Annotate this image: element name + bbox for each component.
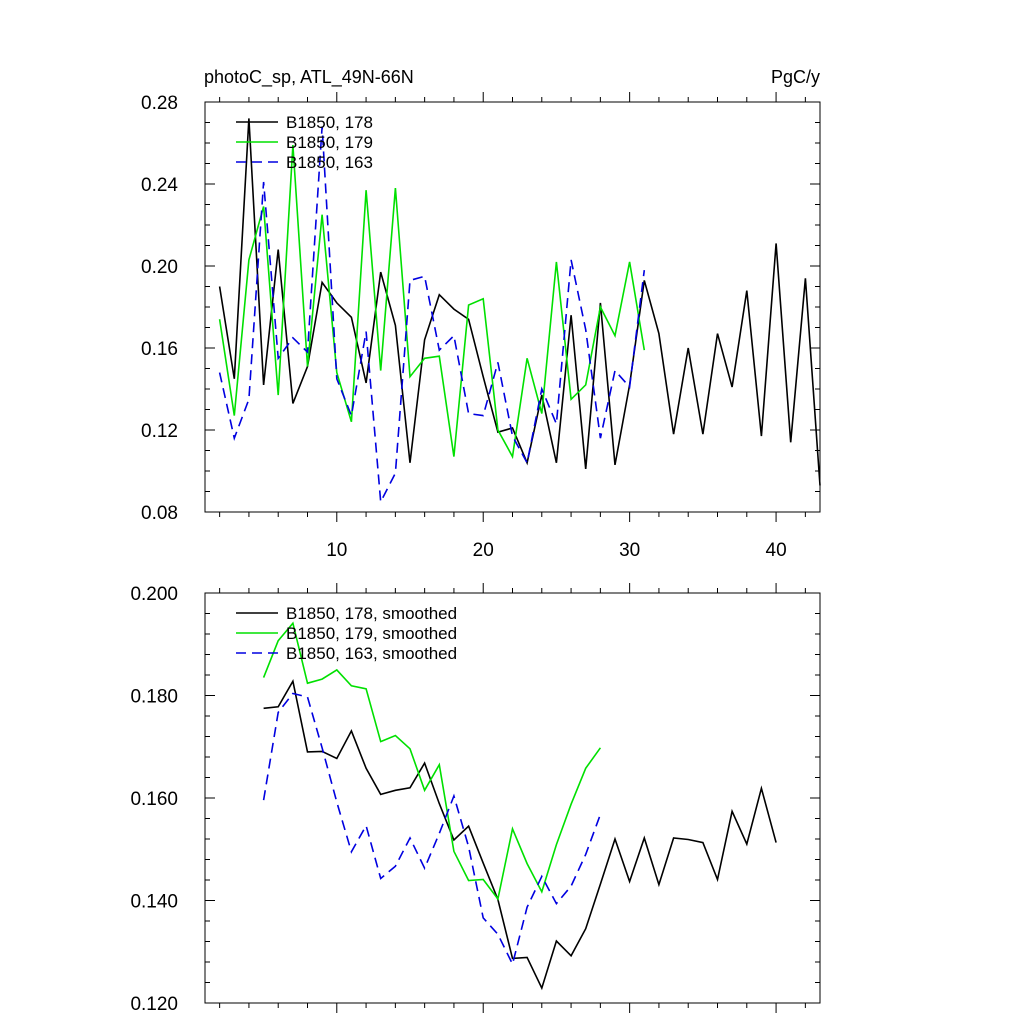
top-panel-axes: 0.08 0.12 0.16 0.20 0.24 0.28 10 20 30 40	[141, 92, 820, 561]
y-tick-label: 0.20	[141, 257, 178, 278]
legend-label-2: B1850, 179, smoothed	[286, 624, 457, 643]
legend-label-3: B1850, 163, smoothed	[286, 644, 457, 663]
bottom-panel-series	[262, 621, 777, 991]
series-line-3	[218, 126, 646, 505]
legend-label-3: B1850, 163	[286, 153, 373, 172]
y-tick-label: 0.140	[130, 892, 178, 913]
y-tick-label: 0.180	[130, 687, 178, 708]
y-tick-label: 0.24	[141, 175, 178, 196]
x-tick-label: 40	[766, 540, 787, 561]
x-tick-label: 20	[473, 540, 494, 561]
x-tick-label: 10	[326, 540, 347, 561]
y-tick-label: 0.28	[141, 93, 178, 114]
top-panel-series	[218, 118, 821, 505]
top-panel-title: photoC_sp, ATL_49N-66N	[204, 67, 414, 88]
y-tick-label: 0.08	[141, 503, 178, 524]
legend-label-2: B1850, 179	[286, 133, 373, 152]
x-tick-label: 30	[619, 540, 640, 561]
series-line-3	[262, 692, 602, 967]
series-line-2	[218, 145, 646, 460]
series-line-1	[263, 678, 777, 991]
series-line-1	[218, 118, 821, 486]
bottom-panel-axes: 0.120 0.140 0.160 0.180 0.200	[130, 583, 820, 1015]
y-tick-label: 0.200	[130, 584, 178, 605]
series-line-2	[262, 621, 602, 901]
legend-label-1: B1850, 178	[286, 113, 373, 132]
y-tick-label: 0.160	[130, 789, 178, 810]
y-tick-label: 0.16	[141, 339, 178, 360]
y-tick-label: 0.12	[141, 421, 178, 442]
legend-label-1: B1850, 178, smoothed	[286, 604, 457, 623]
y-tick-label: 0.120	[130, 994, 178, 1015]
bottom-panel: 0.120 0.140 0.160 0.180 0.200 B1850, 178, sm…	[130, 583, 821, 1015]
top-panel-units: PgC/y	[771, 67, 820, 87]
top-panel: photoC_sp, ATL_49N-66N PgC/y 0.08 0.12 0.1…	[141, 67, 821, 561]
